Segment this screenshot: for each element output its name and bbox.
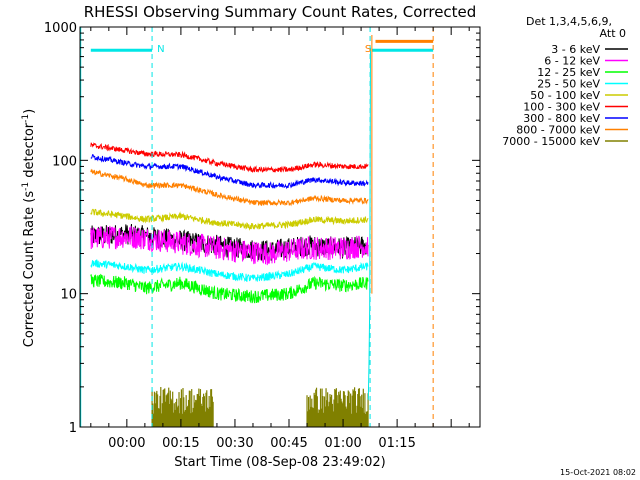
y-axis: 1 10 100 1000 [44, 21, 480, 436]
series-300-800-kev [90, 154, 369, 190]
series-line [90, 142, 369, 173]
series-25-50-kev [90, 259, 369, 283]
marker-label-n: N [157, 44, 164, 55]
data-end-rise [367, 47, 371, 400]
footer-timestamp: 15-Oct-2021 08:02 [560, 468, 636, 477]
series-line [90, 225, 369, 266]
y-tick-label: 10 [60, 288, 77, 303]
x-tick-label: 01:15 [378, 436, 415, 451]
series-line [90, 154, 369, 190]
series-line [90, 259, 369, 283]
legend-label: 3 - 6 keV [551, 43, 600, 56]
legend-header-line-1: Det 1,3,4,5,6,9, [526, 15, 612, 28]
x-axis: 00:00 00:15 00:30 00:45 01:00 01:15 [90, 27, 470, 451]
x-tick-label: 00:30 [216, 436, 253, 451]
y-axis-label-part-2: -1 [21, 182, 31, 191]
x-tick-label: 00:15 [162, 436, 199, 451]
x-tick-label: 00:45 [270, 436, 307, 451]
series-100-300-kev [90, 142, 369, 173]
y-axis-label-part-5: ) [22, 109, 37, 114]
y-tick-label: 1000 [44, 21, 77, 36]
marker-label-s: S [365, 44, 371, 55]
x-tick-label: 00:00 [108, 436, 145, 451]
series-50-100-kev [90, 208, 369, 231]
legend-label: 800 - 7000 keV [516, 124, 600, 137]
series-6-12-kev [90, 225, 369, 266]
series-800-7000-kev [90, 168, 369, 207]
x-tick-label: 01:00 [324, 436, 361, 451]
series-line [90, 168, 369, 207]
series-12-25-kev [90, 273, 369, 304]
y-axis-label-part-1: Corrected Count Rate (s [22, 191, 37, 348]
legend-label: 50 - 100 keV [530, 89, 600, 102]
legend-label: 100 - 300 keV [523, 101, 600, 114]
series-line [90, 208, 369, 231]
y-tick-label: 1 [69, 421, 77, 436]
legend-label: 7000 - 15000 keV [502, 135, 600, 148]
series-line [90, 273, 369, 304]
series-7000-15000-kev [151, 387, 369, 427]
y-tick-label: 100 [52, 154, 77, 169]
series-layer [90, 142, 369, 427]
legend-label: 6 - 12 keV [544, 55, 600, 68]
y-axis-label: Corrected Count Rate (s-1 detector-1) [21, 109, 37, 347]
x-axis-label: Start Time (08-Sep-08 23:49:02) [174, 455, 385, 470]
chart-title: RHESSI Observing Summary Count Rates, Co… [84, 3, 477, 21]
legend-label: 25 - 50 keV [537, 78, 600, 91]
y-axis-label-part-3: detector [22, 122, 37, 182]
legend-header-line-2: Att 0 [600, 27, 626, 40]
plot-frame [79, 26, 481, 428]
legend-label: 300 - 800 keV [523, 112, 600, 125]
y-axis-label-part-4: -1 [21, 114, 31, 123]
legend-label: 12 - 25 keV [537, 66, 600, 79]
